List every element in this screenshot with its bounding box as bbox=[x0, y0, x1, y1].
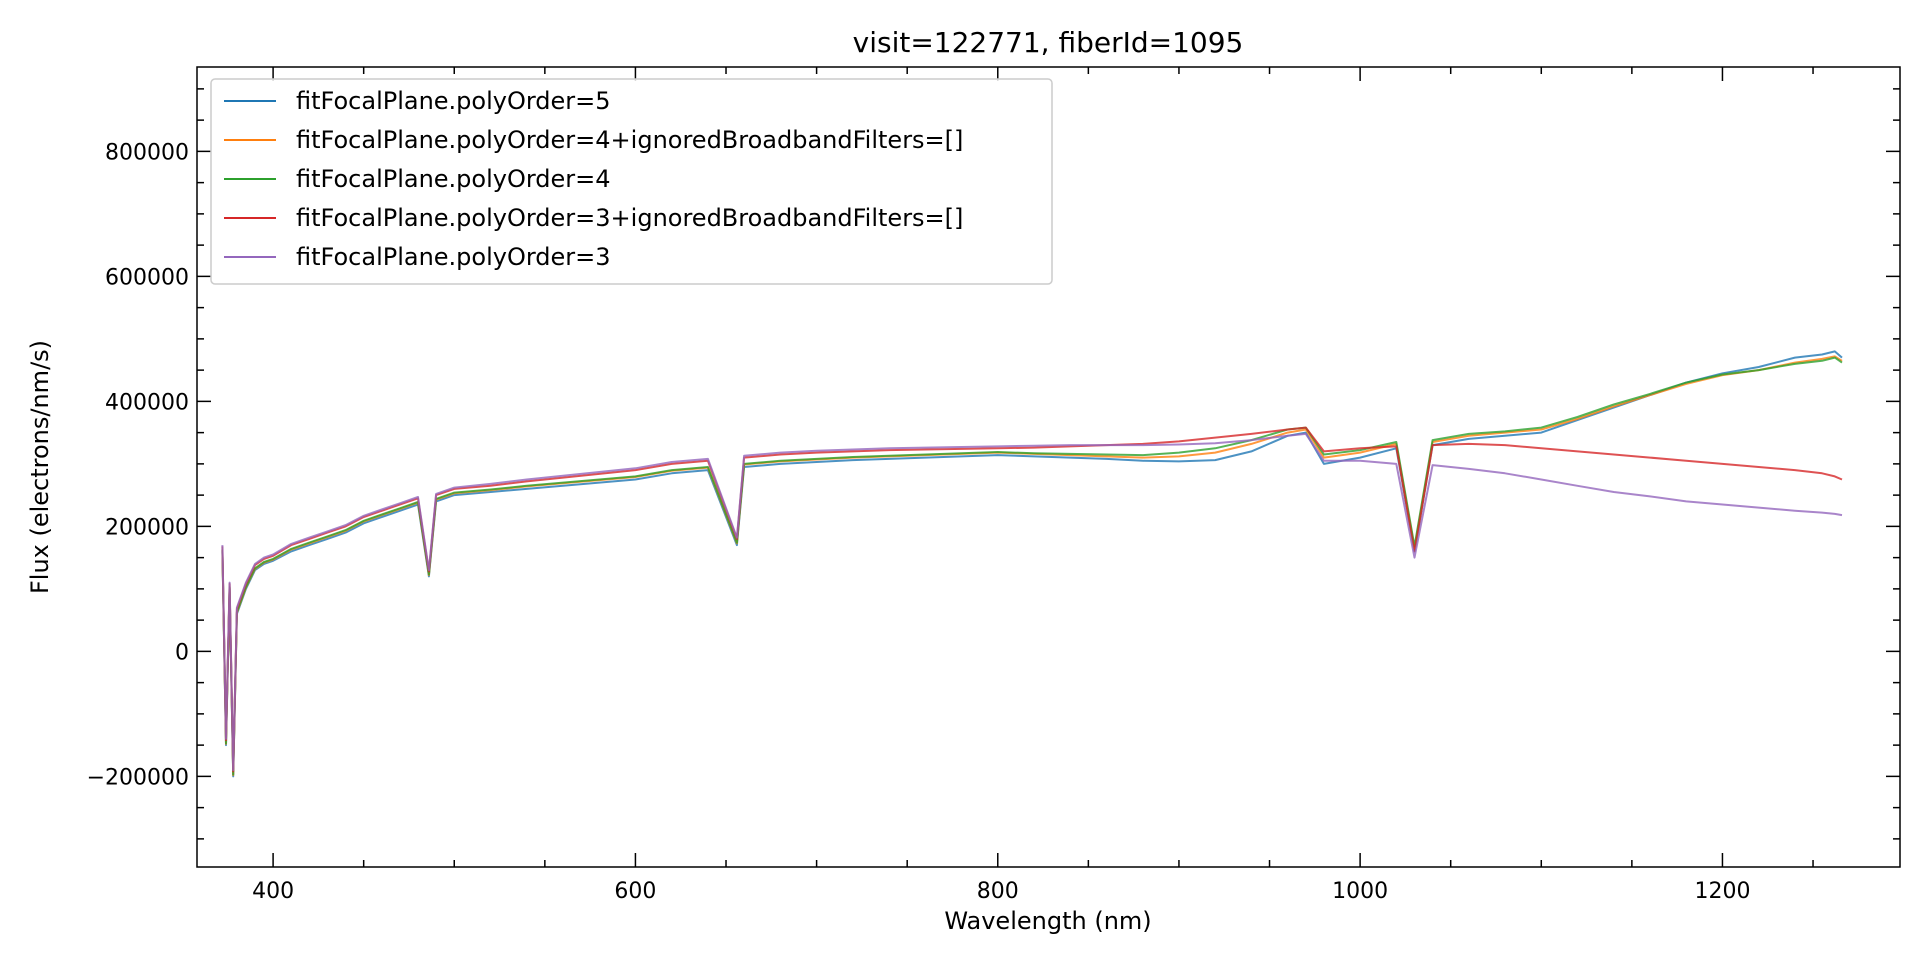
series-line-1 bbox=[221, 350, 1843, 778]
legend: fitFocalPlane.polyOrder=5 fitFocalPlane.p… bbox=[210, 78, 1053, 285]
x-tick-label: 800 bbox=[977, 879, 1019, 904]
y-tick-label: 600000 bbox=[105, 265, 189, 290]
y-tick-label: 0 bbox=[175, 640, 189, 665]
series-line-5 bbox=[221, 432, 1843, 772]
legend-entry-label: fitFocalPlane.polyOrder=3 bbox=[296, 243, 611, 271]
series-line-4 bbox=[221, 426, 1843, 773]
y-tick-label: 200000 bbox=[105, 515, 189, 540]
series-line-3 bbox=[221, 356, 1843, 776]
x-tick-label: 400 bbox=[252, 879, 294, 904]
plot-area: 400 600 800 1000 1200 −200000 0 200000 400000 600… bbox=[87, 66, 1901, 904]
series-group bbox=[221, 350, 1843, 778]
chart-title: visit=122771, fiberId=1095 bbox=[853, 26, 1244, 59]
legend-entry-label: fitFocalPlane.polyOrder=4+ignoredBroadba… bbox=[296, 126, 963, 154]
legend-entry-label: fitFocalPlane.polyOrder=4 bbox=[296, 165, 611, 193]
y-tick-label: −200000 bbox=[87, 765, 189, 790]
plot-frame bbox=[196, 66, 1901, 868]
y-tick-label: 400000 bbox=[105, 390, 189, 415]
x-axis-title: Wavelength (nm) bbox=[944, 907, 1151, 935]
x-tick-label: 600 bbox=[614, 879, 656, 904]
legend-entry-label: fitFocalPlane.polyOrder=5 bbox=[296, 87, 611, 115]
y-tick-label: 800000 bbox=[105, 140, 189, 165]
x-tick-label: 1200 bbox=[1694, 879, 1750, 904]
legend-entry-label: fitFocalPlane.polyOrder=3+ignoredBroadba… bbox=[296, 204, 963, 232]
y-axis-title: Flux (electrons/nm/s) bbox=[26, 340, 54, 594]
x-tick-label: 1000 bbox=[1332, 879, 1388, 904]
legend-box bbox=[210, 78, 1053, 285]
